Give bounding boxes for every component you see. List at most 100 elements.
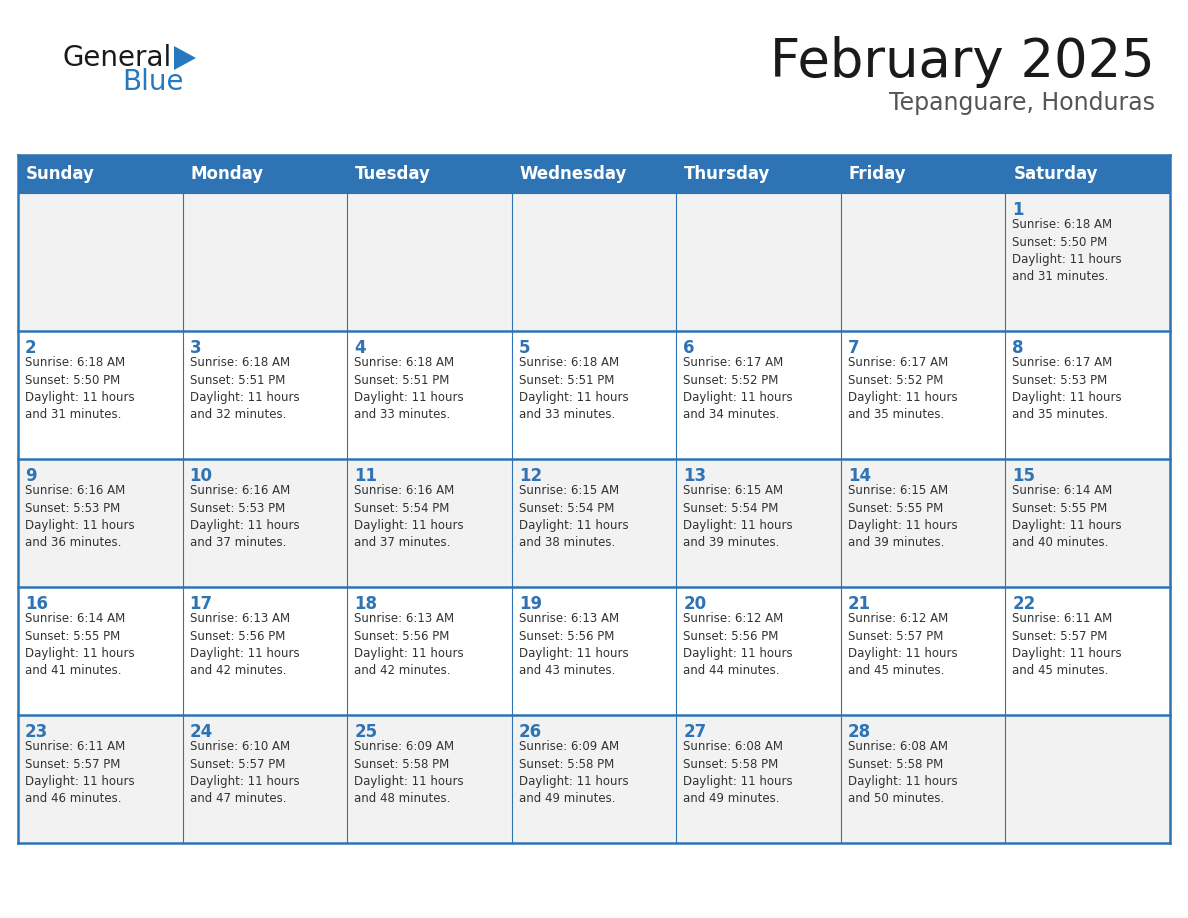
Text: 2: 2 [25, 339, 37, 357]
Text: February 2025: February 2025 [770, 36, 1155, 88]
Text: 19: 19 [519, 595, 542, 613]
Bar [18, 331, 183, 459]
Bar [347, 587, 512, 715]
Text: Sunrise: 6:18 AM
Sunset: 5:50 PM
Daylight: 11 hours
and 31 minutes.: Sunrise: 6:18 AM Sunset: 5:50 PM Dayligh… [25, 356, 134, 421]
Text: 6: 6 [683, 339, 695, 357]
Bar [512, 715, 676, 843]
Bar [676, 587, 841, 715]
Bar [512, 331, 676, 459]
Text: Sunrise: 6:15 AM
Sunset: 5:54 PM
Daylight: 11 hours
and 38 minutes.: Sunrise: 6:15 AM Sunset: 5:54 PM Dayligh… [519, 484, 628, 550]
Text: Sunrise: 6:15 AM
Sunset: 5:55 PM
Daylight: 11 hours
and 39 minutes.: Sunrise: 6:15 AM Sunset: 5:55 PM Dayligh… [848, 484, 958, 550]
Bar [347, 193, 512, 331]
Text: Wednesday: Wednesday [519, 165, 627, 183]
Text: Monday: Monday [190, 165, 264, 183]
Text: Sunrise: 6:13 AM
Sunset: 5:56 PM
Daylight: 11 hours
and 43 minutes.: Sunrise: 6:13 AM Sunset: 5:56 PM Dayligh… [519, 612, 628, 677]
Text: Sunrise: 6:17 AM
Sunset: 5:52 PM
Daylight: 11 hours
and 34 minutes.: Sunrise: 6:17 AM Sunset: 5:52 PM Dayligh… [683, 356, 792, 421]
Bar [183, 587, 347, 715]
Text: Sunrise: 6:09 AM
Sunset: 5:58 PM
Daylight: 11 hours
and 48 minutes.: Sunrise: 6:09 AM Sunset: 5:58 PM Dayligh… [354, 740, 463, 805]
Text: 12: 12 [519, 467, 542, 485]
Text: 24: 24 [190, 723, 213, 741]
Text: 28: 28 [848, 723, 871, 741]
Bar [18, 193, 183, 331]
Text: Sunrise: 6:18 AM
Sunset: 5:51 PM
Daylight: 11 hours
and 33 minutes.: Sunrise: 6:18 AM Sunset: 5:51 PM Dayligh… [354, 356, 463, 421]
Text: Sunday: Sunday [26, 165, 95, 183]
Text: Sunrise: 6:12 AM
Sunset: 5:56 PM
Daylight: 11 hours
and 44 minutes.: Sunrise: 6:12 AM Sunset: 5:56 PM Dayligh… [683, 612, 792, 677]
Text: 13: 13 [683, 467, 707, 485]
Bar [676, 331, 841, 459]
Text: 14: 14 [848, 467, 871, 485]
Bar [183, 331, 347, 459]
Bar [18, 459, 183, 587]
Text: 5: 5 [519, 339, 530, 357]
Text: 26: 26 [519, 723, 542, 741]
Text: 22: 22 [1012, 595, 1036, 613]
Text: Sunrise: 6:15 AM
Sunset: 5:54 PM
Daylight: 11 hours
and 39 minutes.: Sunrise: 6:15 AM Sunset: 5:54 PM Dayligh… [683, 484, 792, 550]
Bar [18, 715, 183, 843]
Text: Sunrise: 6:18 AM
Sunset: 5:51 PM
Daylight: 11 hours
and 33 minutes.: Sunrise: 6:18 AM Sunset: 5:51 PM Dayligh… [519, 356, 628, 421]
Text: Sunrise: 6:11 AM
Sunset: 5:57 PM
Daylight: 11 hours
and 46 minutes.: Sunrise: 6:11 AM Sunset: 5:57 PM Dayligh… [25, 740, 134, 805]
Text: Sunrise: 6:14 AM
Sunset: 5:55 PM
Daylight: 11 hours
and 41 minutes.: Sunrise: 6:14 AM Sunset: 5:55 PM Dayligh… [25, 612, 134, 677]
Text: 10: 10 [190, 467, 213, 485]
Text: Sunrise: 6:10 AM
Sunset: 5:57 PM
Daylight: 11 hours
and 47 minutes.: Sunrise: 6:10 AM Sunset: 5:57 PM Dayligh… [190, 740, 299, 805]
Bar [1005, 193, 1170, 331]
Text: Friday: Friday [849, 165, 906, 183]
Bar [841, 193, 1005, 331]
Text: 25: 25 [354, 723, 378, 741]
Text: Sunrise: 6:13 AM
Sunset: 5:56 PM
Daylight: 11 hours
and 42 minutes.: Sunrise: 6:13 AM Sunset: 5:56 PM Dayligh… [190, 612, 299, 677]
Text: Sunrise: 6:18 AM
Sunset: 5:51 PM
Daylight: 11 hours
and 32 minutes.: Sunrise: 6:18 AM Sunset: 5:51 PM Dayligh… [190, 356, 299, 421]
Bar [1005, 331, 1170, 459]
Text: Thursday: Thursday [684, 165, 771, 183]
Text: Tuesday: Tuesday [355, 165, 431, 183]
Bar [841, 459, 1005, 587]
Text: Sunrise: 6:14 AM
Sunset: 5:55 PM
Daylight: 11 hours
and 40 minutes.: Sunrise: 6:14 AM Sunset: 5:55 PM Dayligh… [1012, 484, 1121, 550]
Text: 11: 11 [354, 467, 377, 485]
Text: Sunrise: 6:11 AM
Sunset: 5:57 PM
Daylight: 11 hours
and 45 minutes.: Sunrise: 6:11 AM Sunset: 5:57 PM Dayligh… [1012, 612, 1121, 677]
Polygon shape [173, 46, 196, 70]
Text: Sunrise: 6:09 AM
Sunset: 5:58 PM
Daylight: 11 hours
and 49 minutes.: Sunrise: 6:09 AM Sunset: 5:58 PM Dayligh… [519, 740, 628, 805]
Bar [347, 715, 512, 843]
Bar [1005, 587, 1170, 715]
Bar [676, 193, 841, 331]
Bar [183, 715, 347, 843]
Bar [1005, 715, 1170, 843]
Text: Sunrise: 6:18 AM
Sunset: 5:50 PM
Daylight: 11 hours
and 31 minutes.: Sunrise: 6:18 AM Sunset: 5:50 PM Dayligh… [1012, 218, 1121, 284]
Text: Saturday: Saturday [1013, 165, 1098, 183]
Text: 8: 8 [1012, 339, 1024, 357]
Bar [841, 715, 1005, 843]
Text: Sunrise: 6:17 AM
Sunset: 5:53 PM
Daylight: 11 hours
and 35 minutes.: Sunrise: 6:17 AM Sunset: 5:53 PM Dayligh… [1012, 356, 1121, 421]
Text: 23: 23 [25, 723, 49, 741]
Text: 20: 20 [683, 595, 707, 613]
Text: 18: 18 [354, 595, 377, 613]
Text: Sunrise: 6:13 AM
Sunset: 5:56 PM
Daylight: 11 hours
and 42 minutes.: Sunrise: 6:13 AM Sunset: 5:56 PM Dayligh… [354, 612, 463, 677]
Bar [1005, 459, 1170, 587]
Text: 16: 16 [25, 595, 48, 613]
Text: 7: 7 [848, 339, 859, 357]
Text: Sunrise: 6:16 AM
Sunset: 5:54 PM
Daylight: 11 hours
and 37 minutes.: Sunrise: 6:16 AM Sunset: 5:54 PM Dayligh… [354, 484, 463, 550]
Text: Sunrise: 6:12 AM
Sunset: 5:57 PM
Daylight: 11 hours
and 45 minutes.: Sunrise: 6:12 AM Sunset: 5:57 PM Dayligh… [848, 612, 958, 677]
Bar [347, 331, 512, 459]
Text: Tepanguare, Honduras: Tepanguare, Honduras [889, 91, 1155, 115]
Bar [676, 459, 841, 587]
Bar [18, 155, 1170, 193]
Bar [18, 587, 183, 715]
Text: Sunrise: 6:08 AM
Sunset: 5:58 PM
Daylight: 11 hours
and 49 minutes.: Sunrise: 6:08 AM Sunset: 5:58 PM Dayligh… [683, 740, 792, 805]
Text: Sunrise: 6:17 AM
Sunset: 5:52 PM
Daylight: 11 hours
and 35 minutes.: Sunrise: 6:17 AM Sunset: 5:52 PM Dayligh… [848, 356, 958, 421]
Text: 3: 3 [190, 339, 201, 357]
Bar [183, 193, 347, 331]
Text: Sunrise: 6:16 AM
Sunset: 5:53 PM
Daylight: 11 hours
and 36 minutes.: Sunrise: 6:16 AM Sunset: 5:53 PM Dayligh… [25, 484, 134, 550]
Bar [512, 459, 676, 587]
Text: Sunrise: 6:08 AM
Sunset: 5:58 PM
Daylight: 11 hours
and 50 minutes.: Sunrise: 6:08 AM Sunset: 5:58 PM Dayligh… [848, 740, 958, 805]
Text: 15: 15 [1012, 467, 1036, 485]
Text: Sunrise: 6:16 AM
Sunset: 5:53 PM
Daylight: 11 hours
and 37 minutes.: Sunrise: 6:16 AM Sunset: 5:53 PM Dayligh… [190, 484, 299, 550]
Text: 1: 1 [1012, 201, 1024, 219]
Bar [512, 587, 676, 715]
Bar [841, 331, 1005, 459]
Text: 9: 9 [25, 467, 37, 485]
Text: 27: 27 [683, 723, 707, 741]
Bar [841, 587, 1005, 715]
Text: Blue: Blue [122, 68, 183, 96]
Text: General: General [62, 44, 171, 72]
Text: 17: 17 [190, 595, 213, 613]
Text: 21: 21 [848, 595, 871, 613]
Bar [183, 459, 347, 587]
